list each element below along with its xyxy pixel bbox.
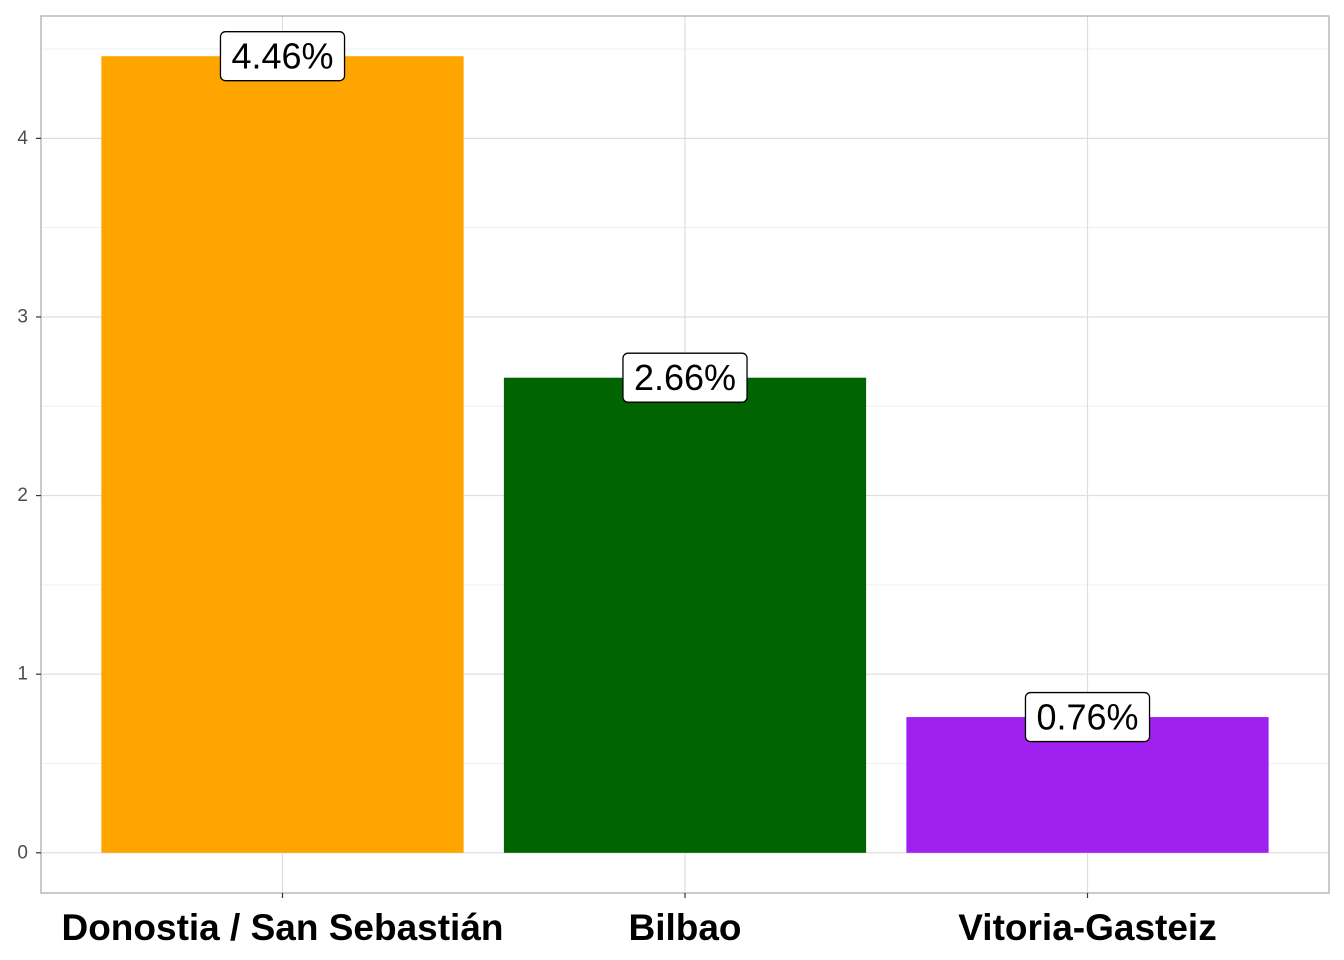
bar	[503, 377, 867, 853]
data-label-text: 4.46%	[231, 36, 333, 77]
data-label-box	[219, 31, 346, 82]
y-tick-label: 4	[17, 128, 28, 149]
y-tick-label: 1	[17, 664, 28, 685]
data-labels: 4.46% 2.66% 0.76%	[219, 31, 1151, 743]
data-label-text: 2.66%	[634, 357, 736, 398]
y-axis: 0 1 2 3 4	[17, 128, 41, 863]
data-label: 0.76%	[1024, 691, 1151, 743]
bars	[101, 56, 1269, 853]
data-label: 4.46%	[219, 31, 346, 82]
x-tick-label: Bilbao	[628, 907, 741, 948]
x-tick-label: Donostia / San Sebastián	[61, 907, 503, 948]
data-label: 2.66%	[622, 352, 748, 403]
y-tick-label: 0	[17, 842, 28, 863]
bar	[101, 56, 464, 853]
data-label-box	[1024, 691, 1151, 743]
y-tick-label: 2	[17, 485, 28, 506]
data-label-text: 0.76%	[1036, 697, 1138, 738]
data-label-box	[622, 352, 748, 403]
x-axis: Donostia / San Sebastián Bilbao Vitoria-Ga…	[61, 893, 1217, 948]
x-tick-label: Vitoria-Gasteiz	[958, 907, 1216, 948]
y-tick-label: 3	[17, 306, 28, 327]
